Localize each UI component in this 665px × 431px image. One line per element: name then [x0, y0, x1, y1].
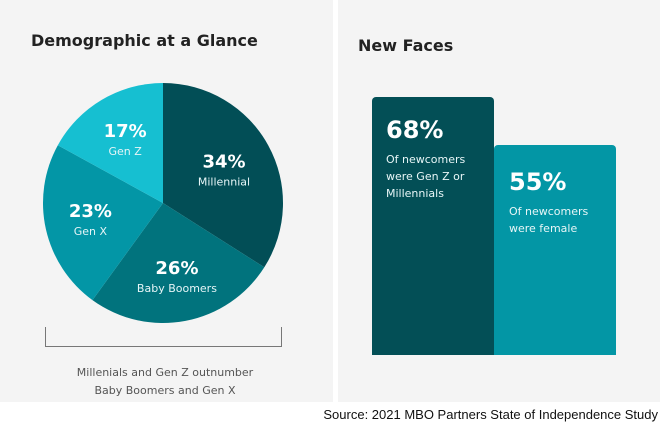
bar-value-label: 68%: [386, 116, 444, 144]
pie-category-label: Millennial: [198, 175, 250, 188]
new-faces-title: New Faces: [358, 36, 454, 55]
desc-line: Of newcomers: [509, 205, 589, 218]
pie-value-label: 17%: [104, 121, 147, 142]
pie-value-label: 26%: [155, 258, 198, 279]
bar-female: 55% Of newcomers were female: [494, 145, 616, 355]
bar-value-label: 55%: [509, 168, 567, 196]
desc-line: Millennials: [386, 187, 444, 200]
bar-gen-z-millennials: 68% Of newcomers were Gen Z or Millennia…: [372, 97, 494, 355]
bar-description: Of newcomers were female: [509, 203, 616, 237]
bar-description: Of newcomers were Gen Z or Millennials: [386, 151, 494, 202]
pie-value-label: 34%: [202, 151, 245, 172]
pie-slice-gen-x: [42, 145, 163, 301]
pie-category-label: Baby Boomers: [137, 282, 217, 295]
demographic-title: Demographic at a Glance: [31, 31, 258, 50]
pie-category-label: Gen Z: [108, 145, 142, 158]
desc-line: were female: [509, 222, 578, 235]
pie-chart: 34% Millennial 26% Baby Boomers 23% Gen X 17% G…: [42, 83, 283, 324]
pie-value-label: 23%: [69, 201, 112, 222]
pie-slice-gen-z: [57, 83, 163, 203]
demographic-panel: Demographic at a Glance 34% Millennial 26%…: [0, 0, 333, 402]
pie-slice-baby-boomers: [92, 203, 265, 324]
pie-category-label: Gen X: [74, 225, 108, 238]
pie-caption: Millenials and Gen Z outnumber Baby Boom…: [40, 364, 290, 400]
pie-slice-millennial: [163, 83, 283, 268]
desc-line: Of newcomers: [386, 153, 466, 166]
caption-line-2: Baby Boomers and Gen X: [94, 384, 236, 397]
desc-line: were Gen Z or: [386, 170, 465, 183]
new-faces-panel: New Faces 68% Of newcomers were Gen Z or…: [338, 0, 660, 402]
source-citation: Source: 2021 MBO Partners State of Indep…: [323, 407, 658, 422]
bracket-divider: [45, 327, 282, 347]
caption-line-1: Millenials and Gen Z outnumber: [76, 366, 254, 379]
